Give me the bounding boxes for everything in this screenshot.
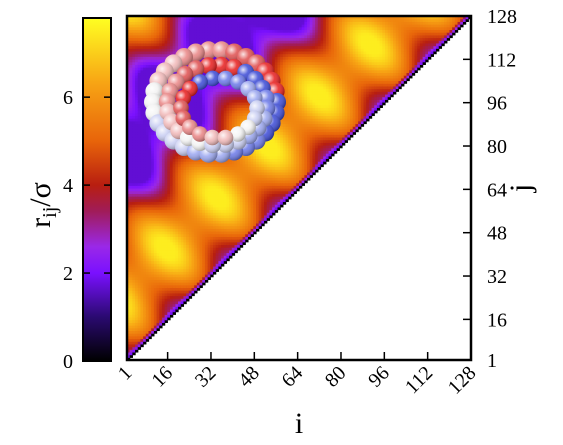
- colorbar-tick-label: 2: [63, 263, 73, 285]
- colorbar-tick-label: 4: [63, 175, 73, 197]
- colorbar-tick-label: 0: [63, 351, 73, 373]
- colorbar-gradient: [83, 18, 111, 361]
- colorbar-tick-label: 6: [63, 87, 73, 109]
- colorbar: 0 2 4 6 rij/σ: [24, 18, 111, 373]
- colorbar-label: rij/σ: [24, 182, 61, 228]
